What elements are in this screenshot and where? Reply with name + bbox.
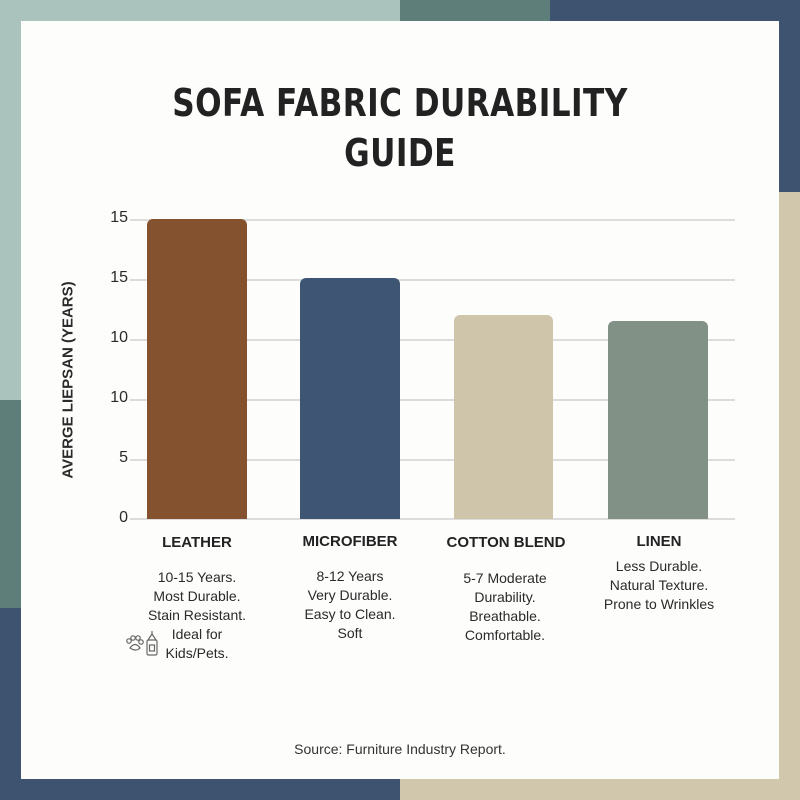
desc-line: Kids/Pets.	[165, 645, 229, 661]
title-line-2: GUIDE	[344, 131, 456, 175]
gridline	[130, 459, 735, 461]
paw-and-spray-bottle-icon	[126, 631, 158, 656]
description-microfiber: 8-12 Years Very Durable. Easy to Clean. …	[265, 567, 435, 643]
desc-line: Prone to Wrinkles	[603, 596, 715, 612]
desc-line: Very Durable.	[307, 587, 393, 603]
category-label-linen: LINEN	[636, 533, 682, 550]
source-note: Source: Furniture Industry Report.	[294, 741, 506, 757]
category-label-cotton-blend: COTTON BLEND	[446, 534, 566, 551]
desc-line: Most Durable.	[153, 588, 241, 604]
chart-title: SOFA FABRIC DURABILITY GUIDE	[72, 78, 728, 178]
description-linen: Less Durable. Natural Texture. Prone to …	[574, 557, 744, 614]
desc-line: Stain Resistant.	[147, 607, 247, 623]
desc-line: 10-15 Years.	[157, 569, 237, 585]
y-tick: 10	[110, 389, 128, 406]
y-tick: 15	[110, 269, 128, 286]
desc-line: 8-12 Years	[316, 568, 384, 584]
category-label-leather: LEATHER	[162, 534, 232, 551]
gridline	[130, 339, 735, 341]
gridline	[130, 399, 735, 401]
desc-line: Less Durable.	[615, 558, 703, 574]
desc-line: Natural Texture.	[609, 577, 709, 593]
description-cotton-blend: 5-7 Moderate Durability. Breathable. Com…	[420, 569, 590, 645]
desc-line: Breathable.	[469, 608, 541, 624]
desc-line: Comfortable.	[464, 627, 546, 643]
bar-linen	[608, 321, 708, 519]
desc-line: Easy to Clean.	[304, 606, 396, 622]
y-tick: 15	[110, 209, 128, 226]
desc-line: 5-7 Moderate	[463, 570, 547, 586]
description-leather: 10-15 Years. Most Durable. Stain Resista…	[112, 568, 282, 663]
y-tick: 10	[110, 329, 128, 346]
gridline	[130, 219, 735, 221]
desc-line: Durability.	[474, 589, 536, 605]
bar-cotton-blend	[454, 315, 553, 519]
bar-leather	[147, 219, 247, 519]
category-label-microfiber: MICROFIBER	[302, 533, 398, 550]
x-axis-baseline	[130, 518, 735, 520]
bar-microfiber	[300, 278, 400, 519]
desc-line: Soft	[337, 625, 363, 641]
gridline	[130, 279, 735, 281]
y-tick: 5	[119, 449, 128, 466]
y-tick: 0	[119, 509, 128, 526]
title-line-1: SOFA FABRIC DURABILITY	[172, 81, 628, 125]
y-axis-label: AVERGE LIEPSAN (YEARS)	[59, 281, 77, 479]
desc-line: Ideal for	[171, 626, 223, 642]
